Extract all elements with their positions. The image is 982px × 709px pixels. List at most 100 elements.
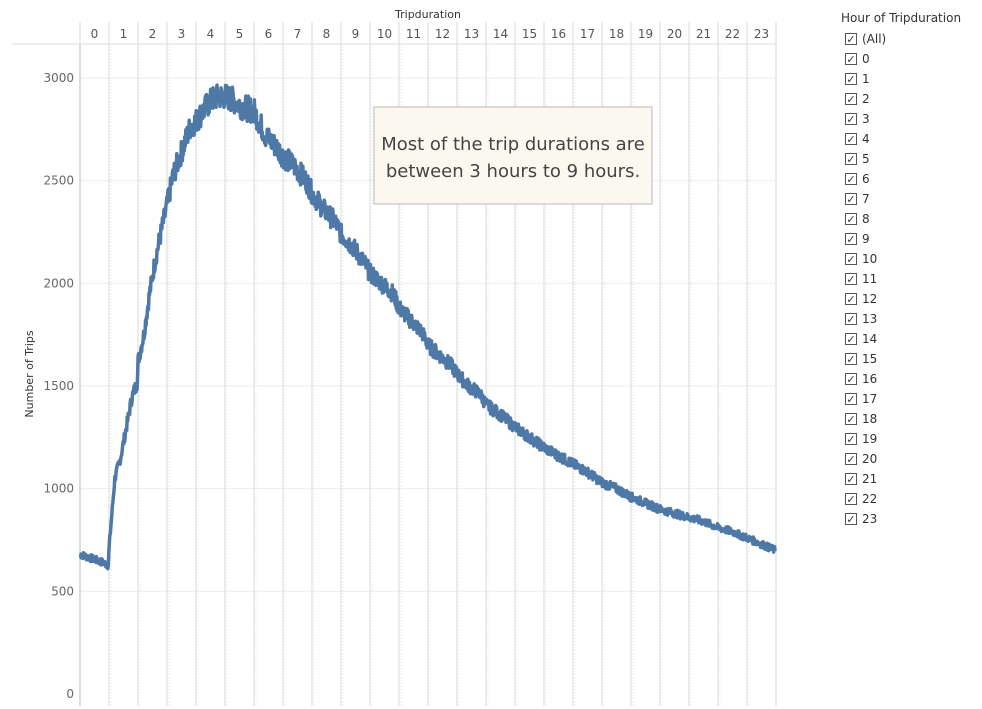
y-tick-labels: 0 500 1000 1500 2000 2500 3000 (43, 71, 74, 701)
x-tick-label-0: 0 (91, 27, 99, 41)
checkbox-checked-icon[interactable]: ✓ (845, 192, 857, 206)
legend-filter-item-6[interactable]: ✓ 6 (841, 169, 981, 189)
x-tick-label-23: 23 (754, 27, 769, 41)
checkbox-checked-icon[interactable]: ✓ (845, 492, 857, 506)
legend-filter-item-16[interactable]: ✓ 16 (841, 369, 981, 389)
legend-filter-item-22[interactable]: ✓ 22 (841, 489, 981, 509)
legend-filter-item-17[interactable]: ✓ 17 (841, 389, 981, 409)
checkbox-checked-icon[interactable]: ✓ (845, 432, 857, 446)
legend-filter-item-18[interactable]: ✓ 18 (841, 409, 981, 429)
annotation-background (373, 106, 653, 205)
legend-filter-label: 0 (862, 52, 870, 66)
legend-filter-label: 20 (862, 452, 878, 466)
x-tick-label-14: 14 (493, 27, 508, 41)
checkbox-checked-icon[interactable]: ✓ (845, 72, 857, 86)
x-tick-label-16: 16 (551, 27, 566, 41)
legend-filter-item-all[interactable]: ✓ (All) (841, 29, 981, 49)
y-tick-label-3000: 3000 (43, 71, 74, 85)
legend-filter-label: 11 (862, 272, 878, 286)
x-tick-labels: 0 1 2 3 4 5 6 7 8 9 10 11 12 13 14 15 16 17 18 19 20 21 22 23 (91, 27, 769, 41)
legend-items: ✓ (All) ✓ 0 ✓ 1 ✓ 2 ✓ 3 ✓ 4 ✓ 5 ✓ 6 ✓ 7 ✓ 8 ✓ 9 ✓ 10 ✓ 11 ✓ 12 ✓ 13 ✓ 1… (841, 29, 981, 529)
series-line-trips (78, 83, 777, 571)
legend-filter-label: 1 (862, 72, 870, 86)
legend-title: Hour of Tripduration (841, 11, 962, 25)
x-tick-label-22: 22 (725, 27, 740, 41)
y-tick-label-1500: 1500 (43, 379, 74, 393)
legend-filter-item-7[interactable]: ✓ 7 (841, 189, 981, 209)
x-tick-label-19: 19 (638, 27, 653, 41)
checkbox-checked-icon[interactable]: ✓ (845, 152, 857, 166)
checkbox-checked-icon[interactable]: ✓ (845, 272, 857, 286)
legend: Hour of Tripduration ✓ (All) ✓ 0 ✓ 1 ✓ 2 ✓ 3 ✓ 4 ✓ 5 ✓… (841, 8, 981, 529)
legend-filter-label: 16 (862, 372, 878, 386)
legend-filter-label: 10 (862, 252, 878, 266)
checkbox-checked-icon[interactable]: ✓ (845, 332, 857, 346)
legend-filter-label: 19 (862, 432, 878, 446)
x-tick-label-15: 15 (522, 27, 537, 41)
checkbox-checked-icon[interactable]: ✓ (845, 512, 857, 526)
legend-filter-label: 7 (862, 192, 870, 206)
legend-filter-label: 22 (862, 492, 878, 506)
x-tick-label-17: 17 (580, 27, 595, 41)
legend-filter-item-5[interactable]: ✓ 5 (841, 149, 981, 169)
legend-filter-item-3[interactable]: ✓ 3 (841, 109, 981, 129)
legend-filter-item-1[interactable]: ✓ 1 (841, 69, 981, 89)
checkbox-checked-icon[interactable]: ✓ (845, 32, 857, 46)
y-tick-label-0: 0 (66, 687, 74, 701)
legend-filter-item-2[interactable]: ✓ 2 (841, 89, 981, 109)
legend-filter-label: 12 (862, 292, 878, 306)
checkbox-checked-icon[interactable]: ✓ (845, 112, 857, 126)
legend-filter-item-13[interactable]: ✓ 13 (841, 309, 981, 329)
x-tick-label-1: 1 (120, 27, 128, 41)
legend-filter-label: 21 (862, 472, 878, 486)
x-axis-title: Tripduration (394, 8, 461, 21)
checkbox-checked-icon[interactable]: ✓ (845, 252, 857, 266)
legend-filter-item-8[interactable]: ✓ 8 (841, 209, 981, 229)
legend-filter-item-12[interactable]: ✓ 12 (841, 289, 981, 309)
y-axis-title: Number of Trips (23, 330, 36, 417)
legend-filter-label: 18 (862, 412, 878, 426)
legend-filter-item-19[interactable]: ✓ 19 (841, 429, 981, 449)
legend-filter-item-11[interactable]: ✓ 11 (841, 269, 981, 289)
y-tick-label-500: 500 (51, 584, 74, 598)
checkbox-checked-icon[interactable]: ✓ (845, 472, 857, 486)
checkbox-checked-icon[interactable]: ✓ (845, 292, 857, 306)
legend-filter-label: 3 (862, 112, 870, 126)
x-tick-label-21: 21 (696, 27, 711, 41)
legend-filter-item-14[interactable]: ✓ 14 (841, 329, 981, 349)
checkbox-checked-icon[interactable]: ✓ (845, 232, 857, 246)
legend-filter-item-9[interactable]: ✓ 9 (841, 229, 981, 249)
legend-filter-label: 2 (862, 92, 870, 106)
legend-filter-item-21[interactable]: ✓ 21 (841, 469, 981, 489)
checkbox-checked-icon[interactable]: ✓ (845, 172, 857, 186)
checkbox-checked-icon[interactable]: ✓ (845, 392, 857, 406)
legend-filter-item-23[interactable]: ✓ 23 (841, 509, 981, 529)
annotation-box: Most of the trip durations are between 3… (373, 106, 653, 205)
x-tick-label-3: 3 (178, 27, 186, 41)
x-tick-label-6: 6 (265, 27, 273, 41)
legend-filter-item-15[interactable]: ✓ 15 (841, 349, 981, 369)
legend-filter-item-4[interactable]: ✓ 4 (841, 129, 981, 149)
checkbox-checked-icon[interactable]: ✓ (845, 372, 857, 386)
checkbox-checked-icon[interactable]: ✓ (845, 92, 857, 106)
legend-filter-label: 4 (862, 132, 870, 146)
checkbox-checked-icon[interactable]: ✓ (845, 452, 857, 466)
x-tick-label-5: 5 (236, 27, 244, 41)
annotation-line-1: Most of the trip durations are (381, 134, 645, 155)
checkbox-checked-icon[interactable]: ✓ (845, 312, 857, 326)
x-tick-label-7: 7 (294, 27, 302, 41)
legend-filter-label: (All) (862, 32, 887, 46)
checkbox-checked-icon[interactable]: ✓ (845, 52, 857, 66)
x-tick-label-10: 10 (377, 27, 392, 41)
legend-filter-item-0[interactable]: ✓ 0 (841, 49, 981, 69)
x-tick-label-9: 9 (352, 27, 360, 41)
legend-filter-item-20[interactable]: ✓ 20 (841, 449, 981, 469)
checkbox-checked-icon[interactable]: ✓ (845, 412, 857, 426)
checkbox-checked-icon[interactable]: ✓ (845, 132, 857, 146)
x-tick-label-20: 20 (667, 27, 682, 41)
checkbox-checked-icon[interactable]: ✓ (845, 352, 857, 366)
checkbox-checked-icon[interactable]: ✓ (845, 212, 857, 226)
x-tick-label-8: 8 (323, 27, 331, 41)
legend-filter-item-10[interactable]: ✓ 10 (841, 249, 981, 269)
x-tick-label-13: 13 (464, 27, 479, 41)
